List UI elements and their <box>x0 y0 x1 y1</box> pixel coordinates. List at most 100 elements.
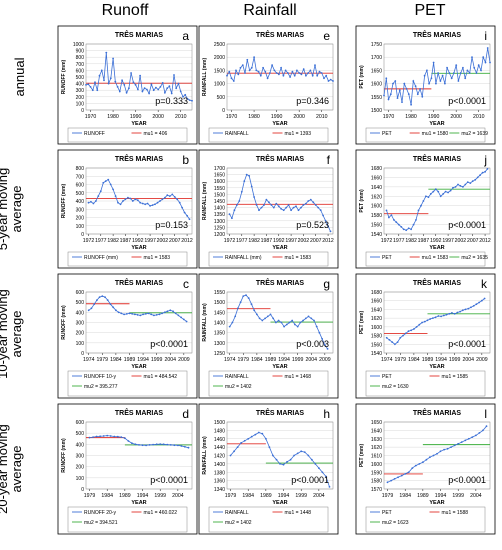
panel-f-xtick-0: 1972 <box>224 238 236 244</box>
panel-a-point-6 <box>98 74 101 77</box>
panel-i-point-13 <box>412 80 415 82</box>
panel-b-point-31 <box>164 196 166 199</box>
panel-d-point-7 <box>113 435 116 438</box>
panel-g-point-10 <box>256 313 258 316</box>
panel-k-point-20 <box>440 315 442 318</box>
panel-k-point-27 <box>459 310 461 313</box>
panel-l-legend-label-1: mu1 = 1588 <box>442 510 469 516</box>
panel-h-ytick-3: 1400 <box>214 462 225 468</box>
panel-l-xlabel: YEAR <box>429 500 444 506</box>
panel-b-xtick-6: 2002 <box>157 238 169 244</box>
panel-f-plot-area <box>226 167 334 235</box>
panel-j-xtick-3: 1987 <box>418 238 430 244</box>
panel-c-point-4 <box>98 296 101 298</box>
panel-k-legend-label-1: mu1 = 1585 <box>442 374 469 380</box>
panel-b: TRÊS MARIAS b 0 100 200 300 400 500 600 700 800 197… <box>57 149 198 269</box>
panel-b-point-7 <box>104 180 107 183</box>
panel-j-point-39 <box>481 171 484 174</box>
panel-k-ytick-6: 1660 <box>371 299 382 305</box>
panel-a-ytick-10: 1000 <box>73 42 84 48</box>
panel-c-ytick-3: 300 <box>76 321 85 327</box>
panel-l-xtick-3: 1994 <box>435 493 447 499</box>
panel-k-ytick-1: 1560 <box>371 342 382 348</box>
panel-h-point-17 <box>289 458 292 461</box>
panel-e-point-27 <box>287 72 289 74</box>
panel-g-point-31 <box>313 319 315 322</box>
panel-g-point-18 <box>277 319 280 322</box>
panel-k-ytick-3: 1600 <box>371 325 382 331</box>
panel-h-point-7 <box>254 433 257 436</box>
panel-f-ytick-1: 1250 <box>214 225 225 231</box>
panel-b-point-21 <box>139 201 142 204</box>
panel-h: TRÊS MARIAS h 1340 1360 1380 1400 1420 1440 1460… <box>198 403 339 535</box>
panel-f-point-11 <box>255 204 258 206</box>
panel-b-point-16 <box>127 196 129 199</box>
panel-l-point-4 <box>400 474 403 477</box>
panel-a-point-18 <box>125 91 128 94</box>
panel-f-point-37 <box>319 209 322 212</box>
panel-c-point-0 <box>87 309 90 312</box>
panel-j-ytick-7: 1680 <box>371 166 382 172</box>
panel-h-ytick-0: 1340 <box>214 487 225 493</box>
panel-b-xtick-0: 1972 <box>83 238 95 244</box>
panel-k-point-19 <box>437 315 440 317</box>
panel-f-point-21 <box>280 208 283 210</box>
panel-g-ytick-0: 1250 <box>214 351 225 357</box>
panel-k-ytick-2: 1580 <box>371 334 382 340</box>
panel-i-point-30 <box>450 77 453 80</box>
panel-g-point-8 <box>250 303 253 306</box>
panel-k-point-34 <box>478 301 480 304</box>
panel-j-point-9 <box>407 227 410 230</box>
panel-a-frame <box>57 25 198 145</box>
panel-a-point-11 <box>109 77 112 80</box>
panel-k-xtick-0: 1974 <box>381 357 393 363</box>
panel-i-point-34 <box>459 72 462 74</box>
panel-c-plot-area <box>85 291 193 354</box>
panel-g-point-36 <box>326 348 329 350</box>
panel-g-xlabel: YEAR <box>272 364 287 370</box>
panel-j-point-13 <box>417 209 420 212</box>
panel-a-point-2 <box>89 86 92 88</box>
panel-c-xtick-4: 1994 <box>137 357 149 363</box>
panel-h-ytick-2: 1380 <box>214 470 225 476</box>
panel-k-point-36 <box>483 297 486 300</box>
panel-k-point-16 <box>429 318 432 320</box>
panel-d-xtick-0: 1979 <box>84 493 96 499</box>
panel-e-point-19 <box>269 72 271 74</box>
panel-k-xtick-4: 1994 <box>435 357 447 363</box>
panel-g-point-23 <box>291 319 294 322</box>
panel-d-point-27 <box>184 445 186 448</box>
panel-j-plot-area <box>383 167 491 235</box>
panel-g-legend <box>208 370 329 397</box>
panel-j-point-40 <box>484 170 486 173</box>
panel-j-point-11 <box>412 223 415 226</box>
panel-f-point-41 <box>329 230 332 233</box>
panel-a-point-44 <box>184 93 187 96</box>
panel-f-point-40 <box>327 225 329 228</box>
panel-a-point-22 <box>134 84 137 86</box>
panel-j-legend-label-2: mu2 = 1635 <box>461 255 488 261</box>
panel-e-point-10 <box>248 69 251 72</box>
panel-i-series-line <box>383 47 491 105</box>
panel-a-xtick-2: 1990 <box>130 114 142 120</box>
panel-i-point-2 <box>387 98 390 101</box>
panel-g-point-32 <box>315 325 318 328</box>
panel-j-pvalue: p<0.0001 <box>448 220 486 230</box>
panel-a-legend-label-1: mu1 = 406 <box>144 131 168 137</box>
panel-f-point-31 <box>305 202 307 205</box>
panel-a-point-29 <box>150 83 153 86</box>
column-title-rainfall: Rainfall <box>243 2 297 19</box>
panel-f-point-27 <box>295 205 297 208</box>
panel-f-ytick-2: 1300 <box>214 219 225 225</box>
panel-a-ytick-9: 900 <box>76 49 85 55</box>
panel-a-ytick-8: 800 <box>76 55 85 61</box>
panel-d-point-5 <box>106 434 109 437</box>
panel-f-point-2 <box>233 209 236 212</box>
panel-g-point-29 <box>307 315 310 318</box>
panel-a-point-39 <box>173 74 175 76</box>
panel-d-xtick-3: 1994 <box>137 493 149 499</box>
panel-b-pvalue: p=0.153 <box>155 220 188 230</box>
panel-c-point-17 <box>134 313 136 316</box>
panel-b-title: TRÊS MARIAS <box>115 154 164 163</box>
